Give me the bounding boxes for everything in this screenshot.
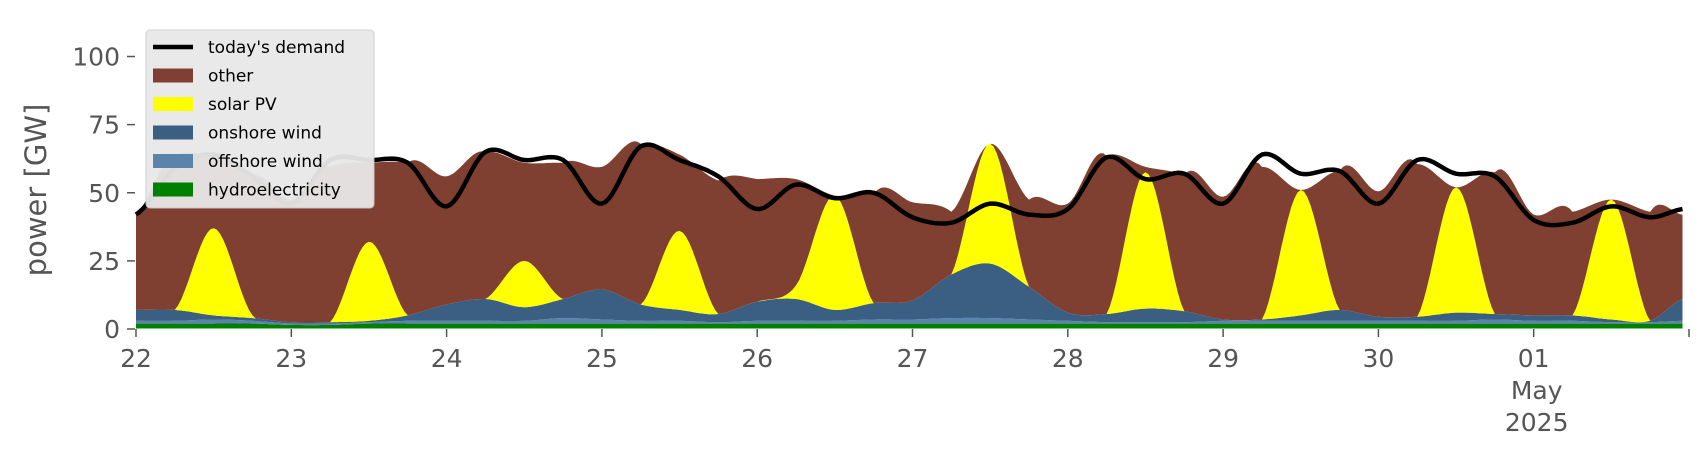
legend-patch-swatch <box>153 97 193 111</box>
legend-label: other <box>208 67 253 87</box>
y-tick-label: 25 <box>88 247 120 276</box>
legend-label: today's demand <box>208 38 345 58</box>
area-solar-pv <box>136 143 1683 323</box>
x-tick-label: 26 <box>741 344 773 373</box>
y-tick-label: 75 <box>88 111 120 140</box>
stacked-areas <box>136 141 1683 329</box>
x-tick-label: 22 <box>120 344 152 373</box>
legend-patch-swatch <box>153 154 193 168</box>
x-tick-label: 23 <box>275 344 307 373</box>
x-tick-label: 01 <box>1518 344 1550 373</box>
legend: today's demand other solar PV onshore wind o… <box>145 29 375 209</box>
y-ticks: 0 25 50 75 100 <box>72 43 135 344</box>
x-tick-label: 29 <box>1207 344 1239 373</box>
x-tick-sublabel: May <box>1511 376 1563 405</box>
legend-patch-swatch <box>153 125 193 140</box>
x-tick-label: 30 <box>1362 344 1394 373</box>
area-onshore-wind <box>136 263 1683 324</box>
y-tick-label: 0 <box>104 315 120 344</box>
legend-label: hydroelectricity <box>208 181 341 201</box>
legend-patch-swatch <box>153 182 193 197</box>
x-tick-sublabel: 2025 <box>1505 408 1569 437</box>
y-tick-label: 100 <box>72 43 120 72</box>
x-tick-label: 27 <box>897 344 929 373</box>
legend-label: offshore wind <box>208 152 323 172</box>
x-tick-label: 28 <box>1052 344 1084 373</box>
legend-patch-swatch <box>153 68 193 83</box>
demand-line-group <box>134 142 1683 228</box>
area-other <box>136 141 1683 323</box>
legend-label: onshore wind <box>208 124 322 144</box>
legend-box <box>145 29 375 209</box>
y-axis-title: power [GW] <box>19 104 53 277</box>
x-tick-label: 24 <box>431 344 463 373</box>
legend-label: solar PV <box>208 95 277 115</box>
area-offshore-wind <box>136 317 1683 326</box>
area-hydroelectricity <box>136 323 1683 329</box>
x-ticks: 22 23 24 25 26 27 28 29 30 01 May 2025 <box>120 329 1690 437</box>
demand-line <box>134 142 1683 228</box>
x-tick-label: 25 <box>586 344 618 373</box>
y-tick-label: 50 <box>88 179 120 208</box>
